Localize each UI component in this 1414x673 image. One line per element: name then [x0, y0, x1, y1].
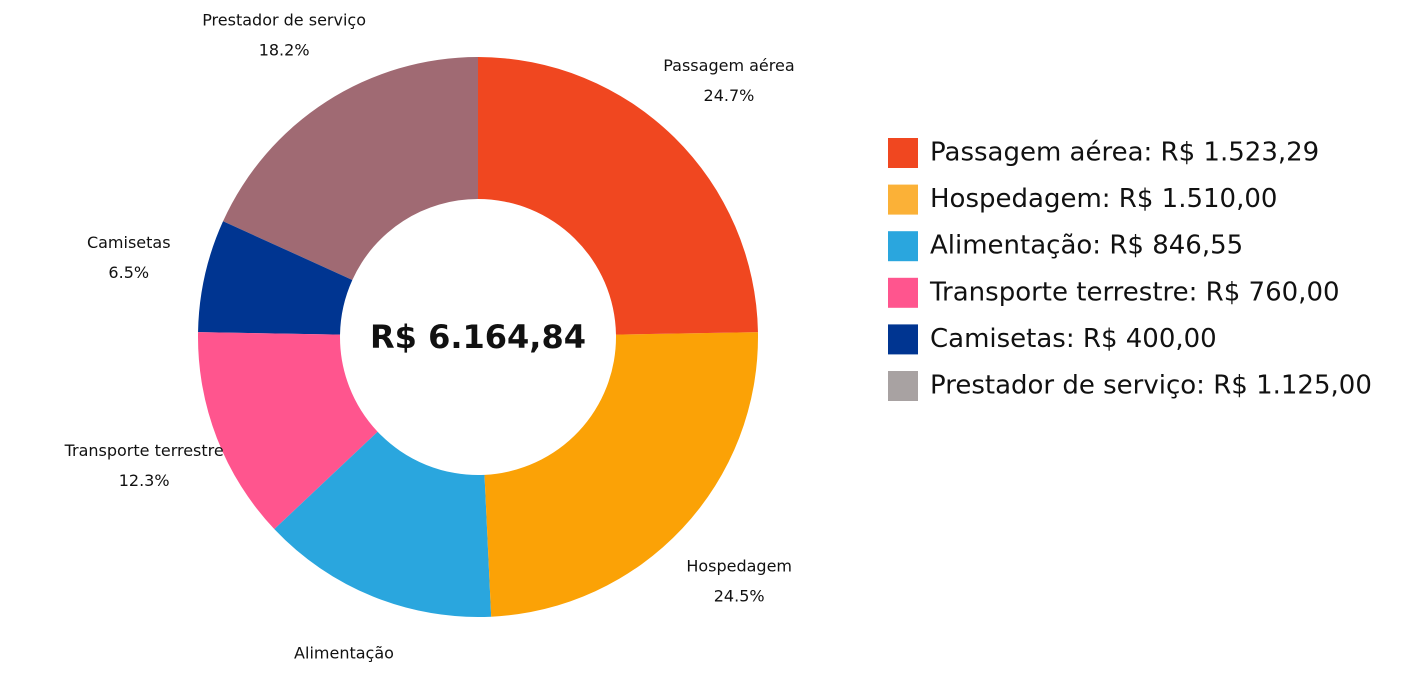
slice-label: Hospedagem [686, 556, 792, 575]
legend-label: Hospedagem: R$ 1.510,00 [930, 184, 1277, 214]
slice-value-label: 24.5% [714, 586, 765, 605]
legend-swatch [888, 138, 918, 168]
legend-label: Prestador de serviço: R$ 1.125,00 [930, 371, 1372, 401]
slice [198, 332, 378, 530]
legend-swatch [888, 371, 918, 401]
legend-label: Passagem aérea: R$ 1.523,29 [930, 138, 1319, 168]
slice [198, 221, 353, 335]
legend-label: Camisetas: R$ 400,00 [930, 324, 1217, 354]
slice-label: Prestador de serviço [202, 11, 366, 30]
legend-label: Alimentação: R$ 846,55 [930, 231, 1243, 261]
slice [223, 57, 478, 280]
center-label: R$ 6.164,84 [370, 318, 586, 356]
slice-value-label: 12.3% [119, 471, 170, 490]
slice [484, 332, 758, 617]
slice-label: Passagem aérea [663, 56, 794, 75]
slice [478, 57, 758, 335]
legend-swatch [888, 231, 918, 262]
legend-swatch [888, 184, 918, 215]
slice [274, 431, 492, 617]
slice-value-label: 6.5% [108, 263, 149, 282]
legend-swatch [888, 324, 918, 355]
slice-label: Transporte terrestre [64, 441, 224, 460]
slice-value-label: 24.7% [704, 86, 755, 105]
slice-value-label: 18.2% [259, 41, 310, 60]
slice-label: Alimentação [294, 643, 394, 662]
slice-label: Camisetas [87, 233, 171, 252]
legend-label: Transporte terrestre: R$ 760,00 [929, 277, 1340, 307]
legend-swatch [888, 277, 918, 308]
